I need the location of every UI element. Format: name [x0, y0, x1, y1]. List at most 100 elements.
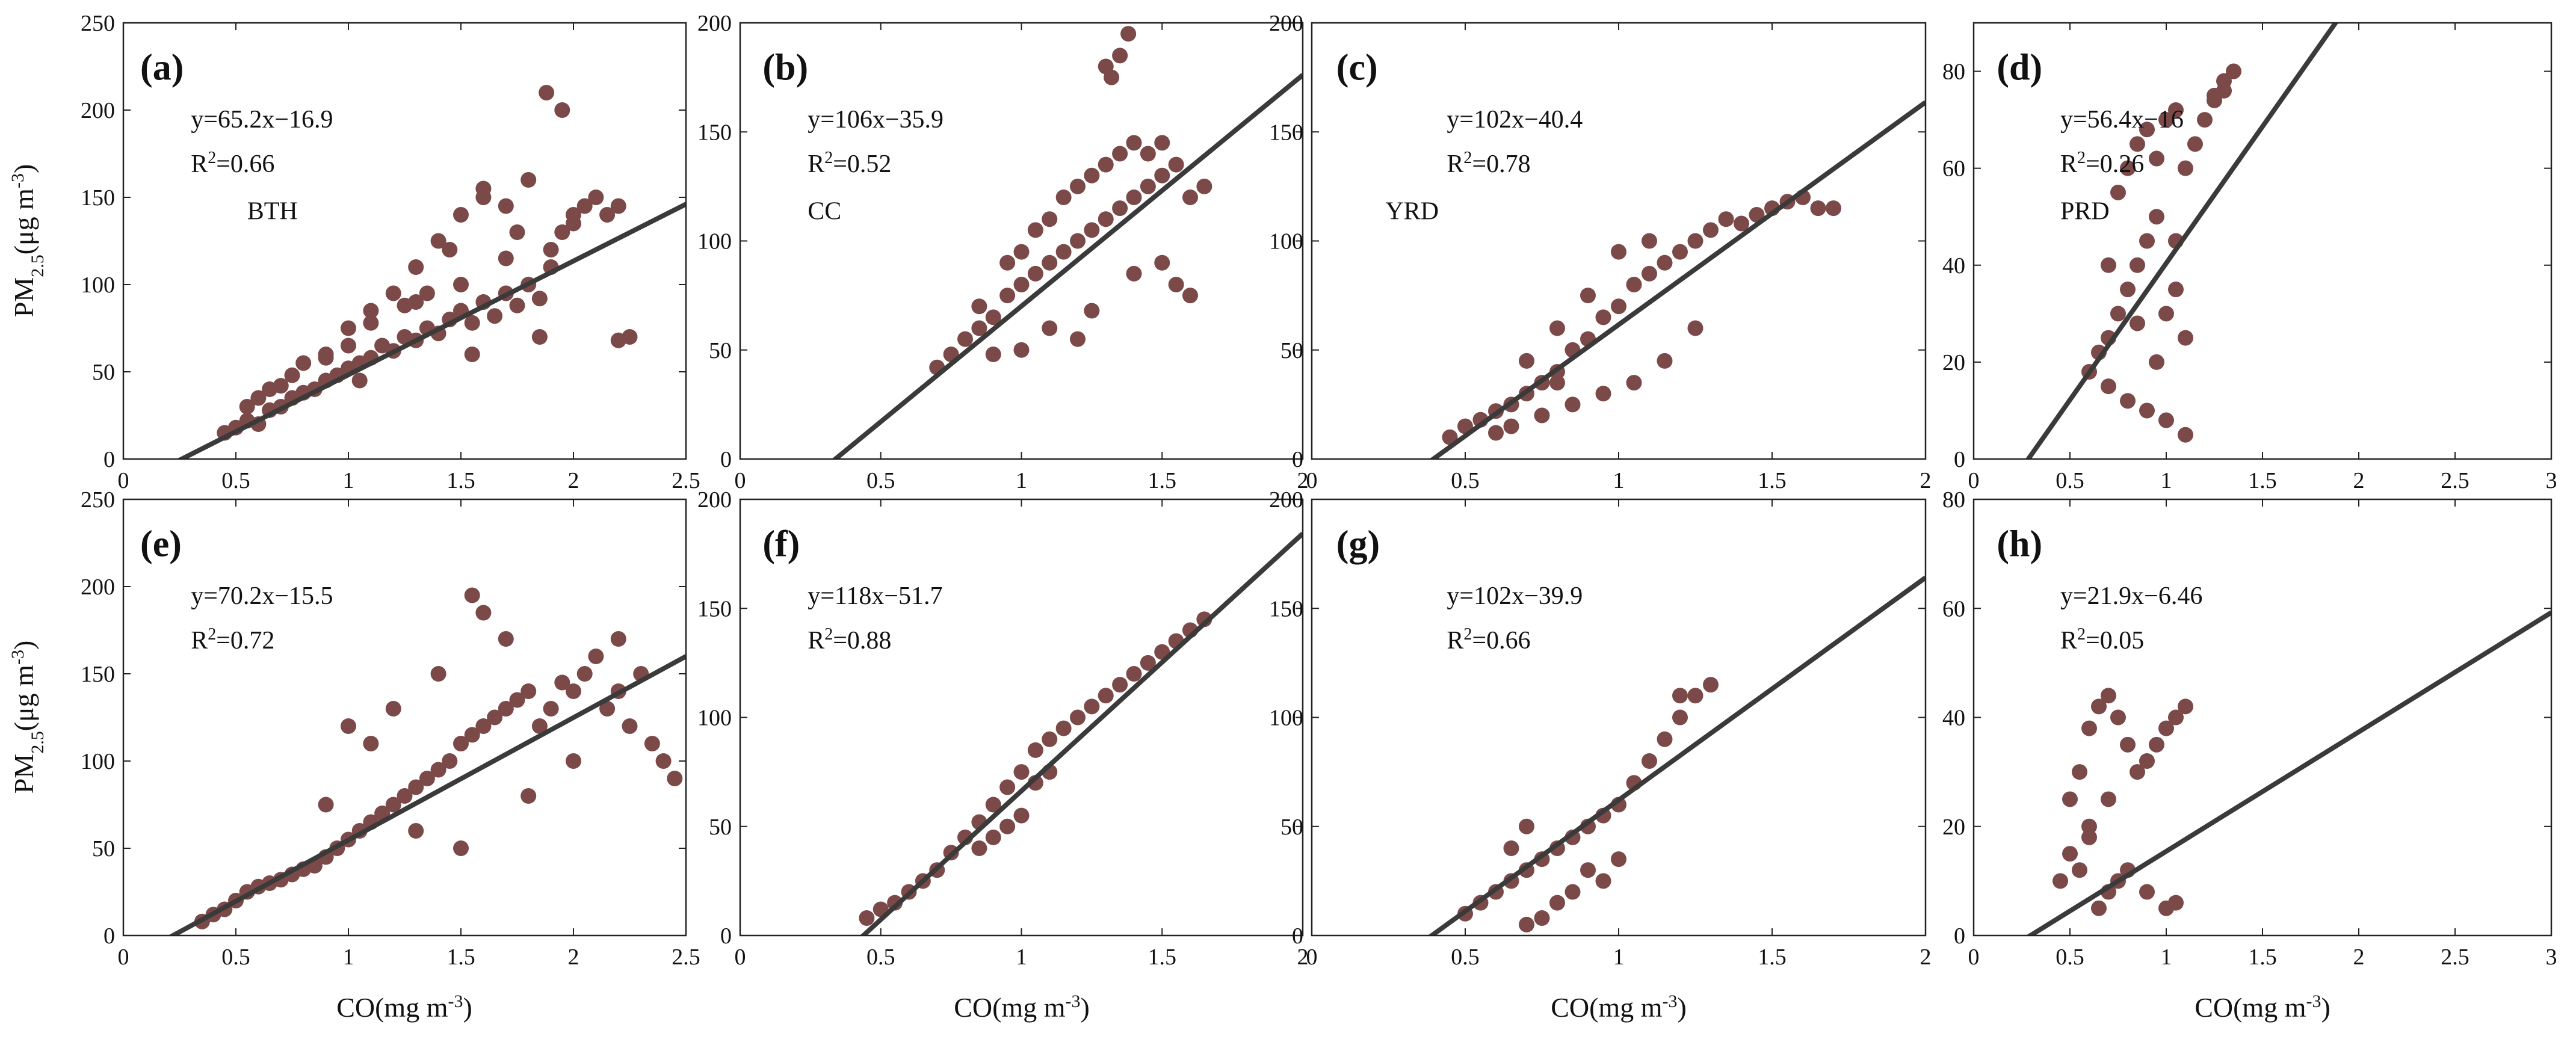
regression-line [2025, 610, 2551, 935]
x-tick-label: 1 [1613, 468, 1625, 493]
data-point [1503, 840, 1519, 856]
data-point [498, 250, 514, 267]
data-point [1549, 320, 1565, 336]
data-point [341, 718, 356, 734]
data-point [1055, 720, 1072, 736]
x-tick-label: 1 [1016, 945, 1027, 970]
panel-a: 0 0.5 1 1.5 2 2.5 0 50 100 150 200 250 (a)y=65.2x−16… [81, 11, 700, 493]
data-point [1042, 731, 1058, 747]
y-tick-label: 100 [697, 706, 732, 731]
data-point [1168, 277, 1184, 292]
data-point [1070, 178, 1086, 194]
data-point [667, 771, 683, 786]
y-tick-label: 100 [697, 229, 732, 254]
data-point [318, 797, 334, 813]
data-point [1084, 698, 1100, 715]
x-tick-label: 2 [1920, 945, 1932, 970]
regression-line [176, 202, 686, 459]
data-point [2101, 791, 2116, 807]
panel-h: 0 0.5 1 1.5 2 2.5 3 0 20 40 60 80 (h) y=21.9x−6.46 R2=… [1942, 487, 2557, 970]
data-point [610, 631, 626, 647]
panel-label: (a) [140, 47, 184, 88]
y-tick-label: 60 [1942, 156, 1965, 182]
x-tick-label: 1.5 [1148, 468, 1177, 493]
data-point [2139, 122, 2155, 138]
data-point [1488, 425, 1504, 441]
axes-frame [122, 22, 687, 460]
data-point [655, 753, 672, 769]
data-point [430, 666, 446, 682]
x-tick-label: 2 [1920, 468, 1932, 493]
data-point [363, 736, 379, 751]
data-point [576, 666, 593, 682]
panel-label: (g) [1336, 523, 1380, 564]
axes-frame [739, 22, 1304, 460]
regression-equation: y=102x−39.9 [1447, 582, 1583, 610]
data-point [2149, 354, 2164, 370]
y-tick-label: 0 [720, 447, 732, 472]
data-point [887, 895, 903, 911]
data-point [498, 631, 514, 647]
data-point [2130, 315, 2145, 331]
x-tick-label: 0 [1968, 468, 1980, 493]
data-point [1027, 742, 1043, 758]
r-squared: R2=0.52 [808, 149, 891, 179]
data-point [2110, 306, 2126, 322]
data-point [1126, 190, 1142, 205]
data-point [2052, 873, 2068, 889]
data-point [318, 350, 334, 366]
data-point [341, 320, 356, 336]
y-tick-label: 200 [697, 11, 732, 36]
axes-frame [739, 498, 1304, 937]
data-point [442, 242, 458, 257]
r-squared: R2=0.66 [1447, 625, 1530, 655]
data-point [1013, 764, 1030, 780]
data-point [1519, 818, 1534, 834]
y-tick-label: 80 [1942, 487, 1965, 513]
data-point [2158, 112, 2174, 128]
data-point [2168, 709, 2184, 726]
data-point [1826, 200, 1841, 217]
data-point [341, 338, 356, 354]
data-point [1642, 753, 1657, 769]
data-point [1126, 135, 1142, 151]
data-point [554, 674, 570, 691]
data-point [1503, 418, 1519, 434]
y-tick-label: 50 [1280, 338, 1303, 363]
x-tick-label: 0 [1306, 945, 1318, 970]
data-point [1070, 233, 1086, 249]
x-tick-label: 0 [118, 945, 129, 970]
data-point [1564, 396, 1581, 413]
region-label: YRD [1385, 197, 1439, 225]
x-tick-label: 0.5 [1451, 468, 1480, 493]
data-point [985, 347, 1001, 362]
data-point [1534, 407, 1550, 424]
x-tick-label: 2 [2353, 468, 2365, 493]
data-point [1749, 207, 1765, 223]
data-point [588, 190, 604, 205]
x-tick-label: 1.5 [446, 468, 475, 493]
data-point [262, 381, 278, 397]
region-label: BTH [247, 197, 298, 225]
plot-area [1429, 100, 1926, 459]
data-point [1013, 807, 1030, 824]
data-point [1519, 916, 1534, 932]
r-squared: R2=0.88 [808, 625, 891, 655]
x-tick-label: 0.5 [221, 945, 250, 970]
data-point [2149, 736, 2164, 753]
data-point [1611, 851, 1626, 868]
data-point [1549, 895, 1565, 911]
data-point [1112, 146, 1128, 162]
data-point [464, 347, 480, 362]
y-tick-label: 200 [697, 487, 732, 513]
data-point [1703, 677, 1719, 693]
x-tick-label: 0.5 [866, 468, 895, 493]
x-axis-label: CO(mg m-3) [2195, 991, 2330, 1023]
axes-frame [1972, 22, 2553, 460]
data-point [2149, 150, 2164, 167]
data-point [408, 823, 424, 839]
y-tick-label: 150 [1269, 596, 1303, 621]
x-tick-label: 2.5 [672, 468, 700, 493]
data-point [2120, 393, 2136, 409]
